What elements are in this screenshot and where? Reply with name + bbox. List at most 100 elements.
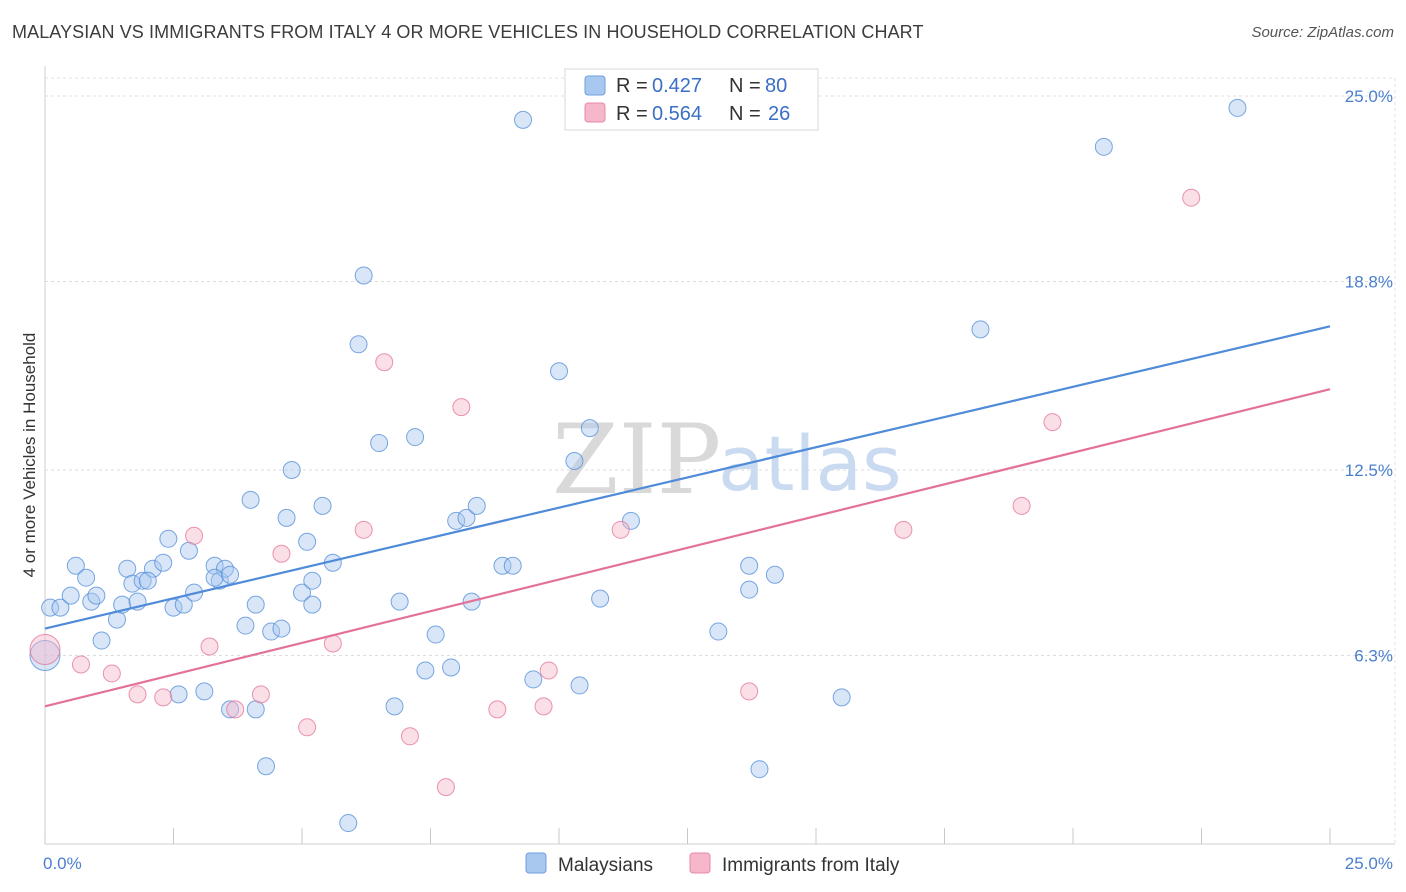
malaysian-point-59 bbox=[570, 676, 589, 695]
italy-trend-line bbox=[44, 388, 1331, 708]
y-axis-label: 4 or more Vehicles in Household bbox=[20, 333, 39, 578]
malaysian-point-65 bbox=[740, 580, 759, 599]
malaysian-point-39 bbox=[313, 496, 332, 515]
italy-point-1 bbox=[71, 655, 90, 674]
malaysian-point-18 bbox=[169, 685, 188, 704]
watermark-zip: ZIP bbox=[552, 404, 721, 516]
y-tick-labels: 6.3% 12.5% 18.8% 25.0% bbox=[1345, 87, 1393, 666]
legend-n-value-1: 80 bbox=[765, 75, 787, 97]
x-tick-label-0: 0.0% bbox=[43, 854, 82, 873]
malaysian-point-72 bbox=[1228, 98, 1247, 117]
malaysian-point-0 bbox=[41, 598, 60, 617]
malaysian-point-53 bbox=[467, 496, 486, 515]
italy-point-9 bbox=[272, 544, 291, 563]
italy-point-25 bbox=[1182, 188, 1201, 207]
malaysian-point-56 bbox=[514, 110, 533, 129]
chart-title: MALAYSIAN VS IMMIGRANTS FROM ITALY 4 OR … bbox=[12, 22, 924, 42]
legend-n-value-2: 26 bbox=[768, 103, 790, 125]
malaysian-point-5 bbox=[82, 592, 101, 611]
malaysian-point-46 bbox=[406, 428, 425, 447]
malaysian-point-27 bbox=[236, 616, 255, 635]
legend-swatch-italy bbox=[584, 102, 606, 123]
italy-point-14 bbox=[400, 727, 419, 746]
malaysian-point-29 bbox=[246, 595, 265, 614]
malaysian-point-55 bbox=[503, 556, 522, 575]
malaysian-point-77 bbox=[524, 670, 543, 689]
malaysian-point-22 bbox=[195, 682, 214, 701]
malaysian-point-36 bbox=[293, 583, 311, 602]
y-tick-label-1: 12.5% bbox=[1345, 461, 1393, 480]
malaysian-point-68 bbox=[765, 565, 784, 584]
malaysian-point-49 bbox=[442, 658, 461, 677]
source-label: Source: ZipAtlas.com bbox=[1251, 24, 1394, 41]
malaysian-point-54 bbox=[493, 556, 512, 575]
malaysian-point-34 bbox=[277, 508, 296, 527]
malaysian-point-41 bbox=[339, 814, 358, 833]
italy-point-18 bbox=[534, 697, 553, 716]
malaysian-point-48 bbox=[426, 625, 445, 644]
italy-point-19 bbox=[539, 661, 558, 680]
malaysian-point-24 bbox=[210, 571, 229, 590]
malaysian-point-15 bbox=[154, 553, 173, 572]
italy-point-21 bbox=[740, 682, 759, 701]
malaysian-point-10 bbox=[118, 559, 137, 578]
malaysian-point-47 bbox=[416, 661, 435, 680]
malaysian-point-44 bbox=[370, 434, 389, 453]
legend-r-label-1: R = bbox=[616, 75, 648, 97]
series-legend: Malaysians Immigrants from Italy bbox=[525, 852, 900, 876]
italy-point-5 bbox=[185, 526, 204, 545]
italy-point-10 bbox=[298, 718, 317, 737]
malaysian-point-74 bbox=[205, 568, 224, 587]
malaysian-point-43 bbox=[354, 266, 373, 285]
x-tick-label-1: 25.0% bbox=[1345, 854, 1393, 873]
malaysian-point-20 bbox=[179, 541, 198, 560]
malaysian-point-16 bbox=[159, 529, 178, 548]
malaysian-point-75 bbox=[138, 571, 157, 590]
correlation-legend: R = 0.427 N = 80 R = 0.564 N = 26 bbox=[564, 68, 819, 131]
malaysian-point-35 bbox=[282, 460, 301, 479]
malaysian-point-33 bbox=[272, 619, 291, 638]
malaysian-point-25 bbox=[215, 559, 234, 578]
italy-point-12 bbox=[354, 520, 373, 539]
legend-swatch-malaysians bbox=[584, 75, 606, 96]
malaysian-point-11 bbox=[123, 574, 142, 593]
malaysian-trend-line bbox=[44, 325, 1331, 630]
malaysian-point-69 bbox=[832, 688, 851, 707]
malaysian-point-26 bbox=[221, 700, 240, 719]
malaysian-point-51 bbox=[457, 508, 476, 527]
malaysian-point-4 bbox=[77, 568, 96, 587]
legend-r-label-2: R = bbox=[616, 103, 648, 125]
malaysian-point-70 bbox=[971, 320, 990, 339]
data-points bbox=[29, 89, 1247, 833]
malaysian-point-66 bbox=[740, 556, 759, 575]
malaysian-point-57 bbox=[550, 362, 568, 381]
malaysian-point-31 bbox=[257, 757, 276, 776]
malaysian-point-78 bbox=[390, 592, 409, 611]
italy-point-15 bbox=[436, 778, 455, 797]
trend-lines bbox=[44, 325, 1331, 708]
italy-point-3 bbox=[128, 685, 147, 704]
italy-point-20 bbox=[611, 520, 630, 539]
italy-point-17 bbox=[488, 700, 507, 719]
legend-r-value-2: 0.564 bbox=[652, 103, 702, 125]
italy-point-16 bbox=[452, 398, 471, 417]
bottom-legend-malaysians: Malaysians bbox=[558, 855, 653, 876]
italy-point-6 bbox=[200, 637, 219, 656]
malaysian-point-61 bbox=[591, 589, 610, 608]
malaysian-point-13 bbox=[133, 571, 152, 590]
bottom-legend-swatch-malaysians bbox=[525, 852, 547, 874]
bottom-legend-italy: Immigrants from Italy bbox=[722, 855, 900, 876]
legend-n-label-1: N = bbox=[729, 75, 761, 97]
malaysian-point-64 bbox=[709, 622, 728, 641]
y-tick-label-0: 6.3% bbox=[1354, 646, 1393, 665]
legend-r-value-1: 0.427 bbox=[652, 75, 702, 97]
italy-point-0 bbox=[29, 634, 61, 666]
italy-point-2 bbox=[102, 664, 121, 683]
italy-point-8 bbox=[251, 685, 270, 704]
italy-point-22 bbox=[894, 520, 913, 539]
malaysian-point-37 bbox=[298, 532, 317, 551]
malaysian-point-60 bbox=[580, 419, 599, 438]
malaysian-point-2 bbox=[61, 586, 80, 605]
bottom-legend-swatch-italy bbox=[689, 852, 711, 874]
